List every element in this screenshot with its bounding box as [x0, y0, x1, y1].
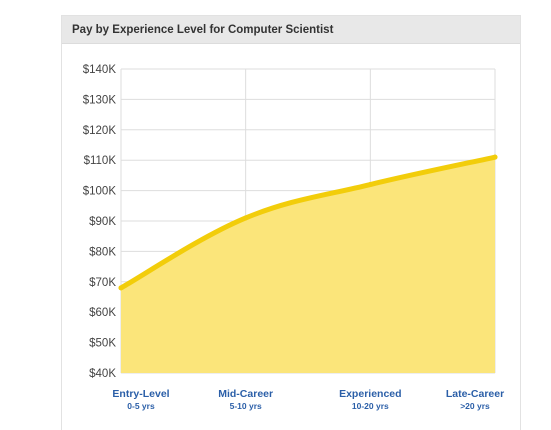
y-tick-label: $50K [89, 338, 116, 350]
salary-point [492, 154, 498, 160]
salary-area-fill [121, 157, 495, 373]
y-tick-label: $140K [83, 64, 117, 76]
x-category-sublabel: 10-20 yrs [352, 401, 389, 411]
y-tick-label: $40K [89, 368, 116, 380]
salary-point [243, 215, 249, 221]
y-tick-label: $120K [83, 125, 117, 137]
y-tick-label: $110K [84, 155, 117, 167]
y-tick-label: $60K [89, 307, 116, 319]
area-layer [118, 154, 498, 373]
salary-point [118, 285, 124, 291]
x-category-label: Experienced [339, 388, 401, 400]
y-tick-label: $100K [83, 186, 117, 198]
y-tick-label: $90K [89, 216, 116, 228]
x-category-label: Entry-Level [112, 388, 169, 400]
x-category-sublabel: >20 yrs [460, 401, 490, 411]
salary-point [367, 182, 373, 188]
y-tick-label: $80K [89, 246, 116, 258]
y-tick-label: $70K [89, 277, 116, 289]
x-category-label: Mid-Career [218, 388, 273, 400]
chart-title: Pay by Experience Level for Computer Sci… [62, 16, 520, 44]
y-axis-ticks: $140K $130K $120K $110K $100K $90K $80K $70K $60… [83, 64, 117, 380]
y-tick-label: $130K [83, 94, 117, 106]
salary-line [118, 154, 498, 291]
x-category-label: Late-Career [446, 388, 504, 400]
x-category-sublabel: 5-10 yrs [230, 401, 262, 411]
x-category-sublabel: 0-5 yrs [127, 401, 155, 411]
